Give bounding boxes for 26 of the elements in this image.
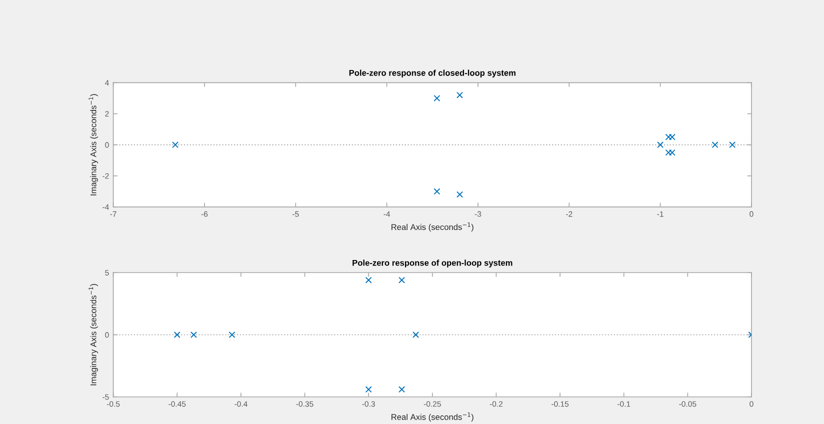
point bbox=[665, 134, 672, 140]
chart-title: Pole-zero response of open-loop system bbox=[352, 260, 512, 268]
point bbox=[657, 142, 664, 148]
point bbox=[398, 386, 406, 393]
x-axis-title: Real Axis (seconds$^{−1}$) bbox=[392, 222, 474, 232]
point bbox=[665, 149, 672, 156]
y-axis-title: Imaginary Axis (seconds$^{−1}$) bbox=[88, 284, 98, 386]
point bbox=[398, 276, 406, 284]
point bbox=[434, 94, 440, 102]
y-axis-title: Imaginary Axis (seconds$^{−1}$) bbox=[88, 94, 98, 196]
point bbox=[729, 142, 736, 148]
x-axis-title: Real Axis (seconds$^{−1}$) bbox=[392, 412, 474, 422]
chart-title: Pole-zero response of closed-loop system bbox=[349, 70, 516, 78]
point bbox=[712, 142, 718, 148]
point bbox=[365, 386, 372, 393]
point bbox=[668, 134, 676, 140]
point bbox=[434, 188, 440, 195]
point bbox=[172, 142, 179, 148]
point bbox=[456, 191, 464, 198]
point bbox=[174, 331, 180, 338]
point bbox=[668, 149, 676, 156]
point bbox=[365, 276, 372, 284]
point bbox=[412, 331, 420, 338]
point bbox=[228, 331, 236, 338]
point bbox=[190, 331, 197, 338]
point bbox=[456, 92, 464, 98]
